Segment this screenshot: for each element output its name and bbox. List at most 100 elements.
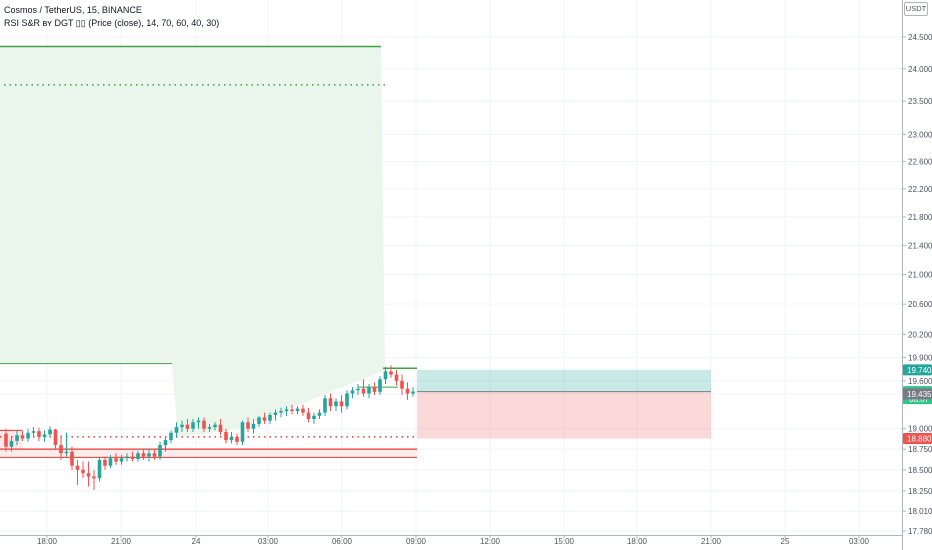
candle-body (361, 388, 366, 394)
support-band (0, 449, 417, 458)
y-tick-label: 18.250 (908, 487, 932, 496)
price-badge-countdown: 08:07 (909, 395, 930, 404)
candle-body (147, 453, 151, 457)
candle (37, 427, 41, 441)
candle (224, 428, 228, 444)
candle (4, 428, 8, 452)
candle-body (26, 432, 30, 439)
candle (268, 412, 272, 424)
symbol-legend[interactable]: Cosmos / TetherUS, 15, BINANCE (4, 5, 142, 15)
candle (400, 374, 404, 396)
price-badge: 19.435 (903, 388, 932, 400)
candle-body (31, 431, 36, 433)
candle (213, 422, 217, 431)
candle-body (97, 459, 102, 479)
candle (317, 409, 322, 420)
y-tick-label: 18.750 (908, 445, 932, 454)
candle (229, 431, 234, 444)
y-tick-label: 24.500 (908, 33, 932, 42)
candle (405, 382, 410, 400)
y-tick-label: 20.600 (908, 300, 932, 309)
candle-body (411, 391, 415, 394)
candle (191, 419, 195, 432)
candle (306, 407, 311, 423)
candle (130, 451, 135, 462)
candle-body (180, 424, 184, 428)
candle-body (141, 453, 146, 457)
candle (86, 461, 91, 487)
candle-body (136, 453, 140, 460)
y-tick-label: 24.000 (908, 65, 932, 74)
candle-body (42, 434, 47, 437)
candle-body (312, 415, 316, 420)
candle-body (268, 415, 272, 421)
candle (180, 420, 184, 432)
candle-body (108, 458, 113, 466)
candle-body (378, 379, 382, 392)
candle-body (235, 436, 239, 442)
candle (262, 412, 267, 424)
candle-body (86, 473, 91, 477)
candle (169, 430, 173, 444)
x-tick-label: 06:00 (332, 537, 353, 546)
candle-body (163, 440, 168, 446)
candle (207, 423, 212, 432)
candle (350, 387, 355, 399)
candle-body (70, 451, 74, 466)
candle (158, 441, 162, 460)
price-badge-bg (903, 364, 932, 376)
candle-body (240, 422, 245, 442)
candle (202, 417, 206, 432)
candle-body (345, 393, 349, 407)
candle (114, 453, 118, 465)
zone-layer (0, 46, 711, 458)
candle (361, 379, 366, 397)
x-tick-label: 03:00 (849, 537, 870, 546)
candle (273, 409, 278, 421)
candle-body (295, 408, 300, 412)
y-tick-label: 23.500 (908, 97, 932, 106)
x-tick-label: 24 (192, 537, 201, 546)
candle (383, 366, 388, 384)
candle-body (213, 424, 217, 428)
candle (251, 419, 256, 434)
candle (240, 420, 245, 446)
candle (367, 383, 371, 399)
candle-body (284, 409, 289, 412)
candle (290, 404, 294, 415)
candle-body (290, 409, 294, 412)
x-tick-label: 18:00 (627, 537, 648, 546)
candle-body (383, 371, 388, 380)
candle-body (350, 390, 355, 394)
candle-body (218, 424, 223, 432)
long-target-zone (417, 369, 711, 392)
price-axis[interactable]: 17.780 18.010 18.250 18.500 18.750 19.000 19.4… (902, 0, 932, 550)
candle-layer (4, 365, 415, 490)
candle (312, 412, 316, 424)
candle (15, 430, 19, 446)
candle-body (246, 422, 250, 429)
currency-button[interactable]: USDT (904, 2, 928, 16)
candle (246, 417, 250, 432)
y-tick-label: 19.600 (908, 377, 932, 386)
candle-body (400, 380, 404, 389)
candle-body (103, 459, 107, 466)
price-badge-bg (903, 388, 932, 400)
candle (64, 432, 69, 457)
candle (108, 454, 113, 469)
candle (284, 406, 289, 416)
time-axis[interactable]: 18:00 21:00 24 03:00 06:00 09:00 12:00 15:00 18:… (0, 535, 902, 546)
candle-body (328, 398, 333, 407)
candle-body (356, 388, 360, 391)
candle-body (130, 456, 135, 460)
y-tick-label: 19.900 (908, 353, 932, 362)
candle-body (334, 401, 338, 407)
candle-body (405, 388, 410, 394)
indicator-legend[interactable]: RSI S&R ʙʏ DGT ▯▯ (Price (close), 14, 70… (4, 18, 220, 28)
candle-body (262, 417, 267, 421)
candle-body (53, 429, 58, 446)
candle-body (389, 371, 393, 375)
